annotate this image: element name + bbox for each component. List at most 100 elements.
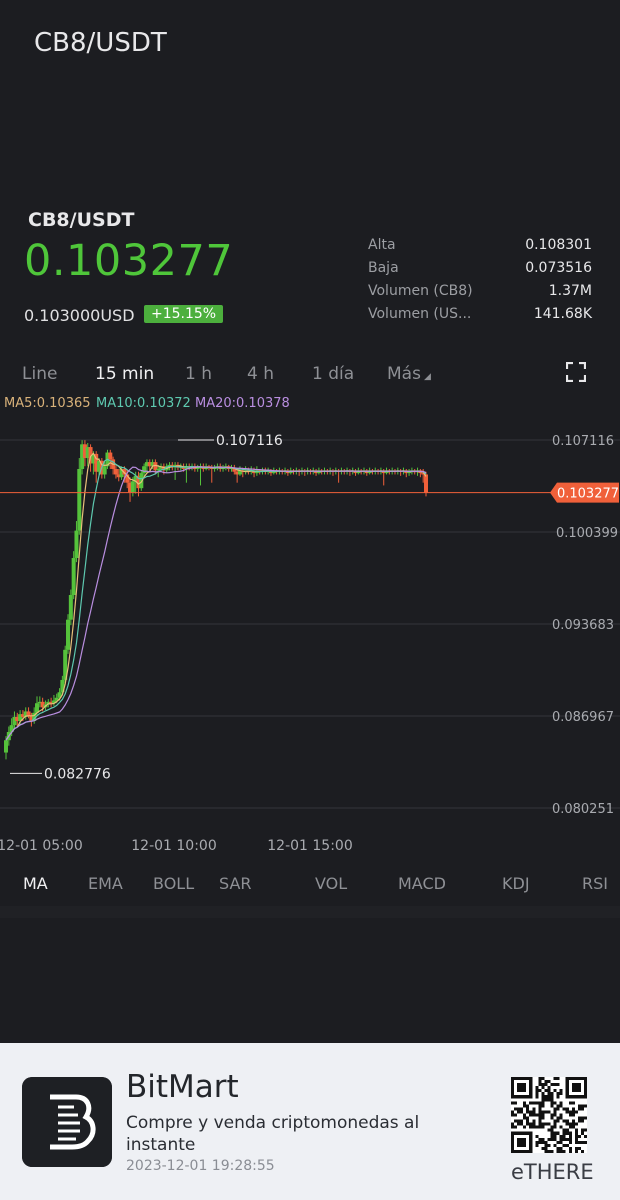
- candle-down: [421, 473, 426, 475]
- usd-price: 0.103000USD: [24, 306, 135, 325]
- ma10-label: MA10:0.10372: [96, 396, 191, 411]
- last-price-tag-label: 0.103277: [557, 487, 619, 502]
- candle-up: [139, 473, 144, 489]
- stat-value-volume-base: 1.37M: [548, 283, 592, 299]
- candle-up: [97, 460, 102, 472]
- candle-up: [66, 619, 71, 650]
- candle-up: [102, 466, 107, 475]
- candle-up: [51, 700, 56, 704]
- candle-up: [150, 462, 155, 467]
- candle-down: [235, 471, 240, 475]
- candle-down: [128, 482, 133, 493]
- last-price-tag: [550, 482, 619, 503]
- tab-more-label: Más: [387, 364, 421, 384]
- candle-down: [153, 462, 158, 471]
- candle-down: [136, 475, 141, 489]
- candle-down: [161, 466, 166, 471]
- tab-4h[interactable]: 4 h: [247, 364, 274, 384]
- stat-value-volume-quote: 141.68K: [533, 306, 592, 322]
- candle-up: [37, 701, 42, 704]
- x-tick-label: 12-01 05:00: [0, 838, 83, 854]
- candle-up: [68, 595, 73, 620]
- candles: [4, 440, 428, 760]
- tab-1day[interactable]: 1 día: [312, 364, 355, 384]
- chart-overlay: 0.103277 0.107116 0.082776: [0, 433, 619, 782]
- indicator-ema[interactable]: EMA: [88, 874, 123, 893]
- bitmart-logo: [22, 1077, 112, 1167]
- ma20-label: MA20:0.10378: [195, 396, 290, 411]
- last-price: 0.103277: [24, 236, 234, 286]
- indicator-sar[interactable]: SAR: [219, 874, 252, 893]
- candle-up: [12, 716, 17, 726]
- stat-value-low: 0.073516: [525, 260, 592, 276]
- candle-up: [142, 466, 147, 474]
- candle-down: [147, 462, 152, 467]
- candle-down: [82, 444, 87, 459]
- candle-up: [18, 714, 23, 722]
- low-annotation-label: 0.082776: [44, 766, 111, 782]
- indicator-ma[interactable]: MA: [23, 874, 48, 893]
- candle-down: [209, 467, 214, 469]
- candle-up: [156, 468, 161, 471]
- qr-caption: eTHERE: [511, 1160, 594, 1184]
- candle-up: [243, 470, 248, 472]
- candle-up: [60, 679, 65, 693]
- candle-down: [88, 447, 93, 464]
- candle-up: [23, 711, 28, 717]
- candle-down: [108, 452, 113, 460]
- tab-more[interactable]: Más ◢: [387, 364, 431, 384]
- candle-down: [424, 474, 428, 493]
- indicator-rsi[interactable]: RSI: [582, 874, 608, 893]
- x-tick-label: 12-01 15:00: [267, 838, 352, 854]
- triangle-down-icon: ◢: [423, 372, 431, 382]
- candle-up: [91, 453, 96, 464]
- indicator-kdj[interactable]: KDJ: [502, 874, 530, 893]
- stat-label-volume-quote: Volumen (US...: [368, 306, 472, 322]
- high-annotation-label: 0.107116: [216, 433, 283, 449]
- candle-up: [173, 464, 178, 467]
- pair-label: CB8/USDT: [28, 209, 135, 231]
- candle-down: [94, 453, 99, 472]
- ma5-label: MA5:0.10365: [4, 396, 91, 411]
- candle-up: [35, 703, 40, 713]
- candle-up: [57, 692, 62, 698]
- tab-line[interactable]: Line: [22, 364, 58, 384]
- moving-averages: [5, 452, 427, 741]
- candle-up: [54, 697, 59, 701]
- indicator-vol[interactable]: VOL: [315, 874, 348, 893]
- candle-up: [237, 470, 242, 475]
- x-tick-label: 12-01 10:00: [131, 838, 216, 854]
- tab-1h[interactable]: 1 h: [185, 364, 212, 384]
- candle-up: [159, 466, 164, 469]
- brand-name: BitMart: [126, 1069, 239, 1105]
- page-title: CB8/USDT: [34, 28, 167, 58]
- stat-label-high: Alta: [368, 237, 396, 253]
- indicator-macd[interactable]: MACD: [398, 874, 446, 893]
- stat-value-high: 0.108301: [525, 237, 592, 253]
- candle-up: [407, 471, 412, 474]
- candle-up: [80, 444, 85, 469]
- y-tick-label: 0.080251: [552, 802, 614, 817]
- candle-down: [113, 468, 118, 475]
- candle-up: [63, 649, 68, 680]
- candle-up: [9, 725, 14, 732]
- candle-down: [49, 701, 54, 704]
- candle-down: [20, 714, 25, 717]
- candle-down: [125, 474, 130, 483]
- expand-icon[interactable]: [566, 362, 586, 382]
- ma20-line: [5, 466, 427, 741]
- share-timestamp: 2023-12-01 19:28:55: [126, 1158, 275, 1174]
- candle-up: [85, 447, 90, 459]
- candle-down: [40, 701, 45, 708]
- candlestick-chart[interactable]: 0.107116 0.093683 0.086967 0.080251 0.100399…: [0, 420, 620, 860]
- indicator-boll[interactable]: BOLL: [153, 874, 195, 893]
- candle-down: [170, 464, 175, 467]
- qr-code-icon: [511, 1077, 587, 1153]
- tab-15min[interactable]: 15 min: [95, 364, 155, 384]
- y-tick-label: 0.100399: [556, 526, 618, 541]
- candle-up: [4, 740, 8, 753]
- candle-down: [246, 470, 251, 472]
- candle-up: [130, 481, 135, 493]
- candle-up: [167, 464, 172, 467]
- y-tick-label: 0.086967: [552, 710, 614, 725]
